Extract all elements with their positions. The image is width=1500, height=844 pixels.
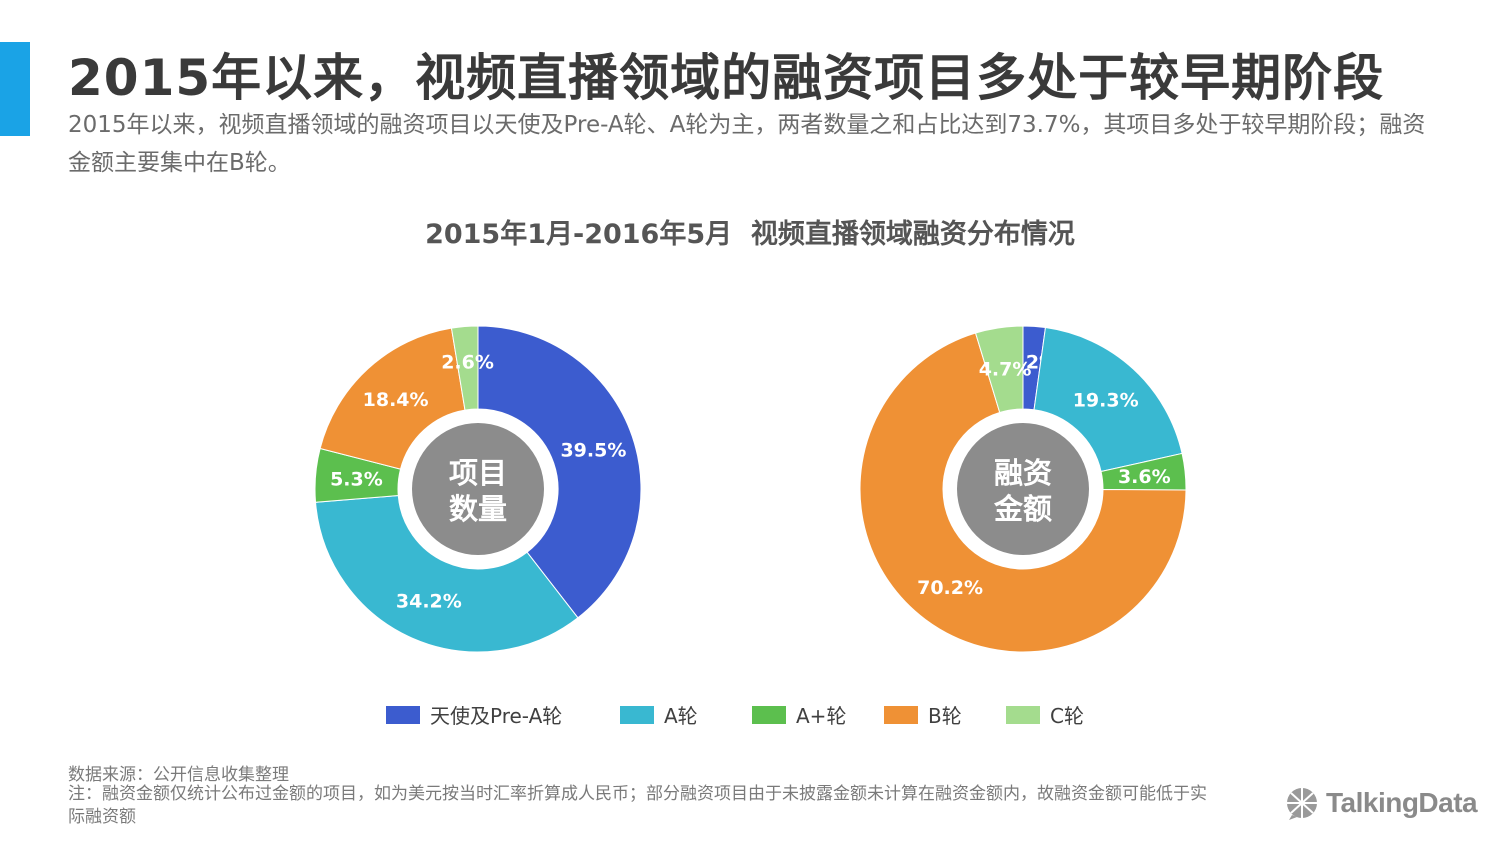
center-label-line: 数量 [449, 492, 507, 526]
center-label-line: 金额 [993, 492, 1052, 526]
legend-swatch [752, 705, 786, 724]
data-label-a-plus: 5.3% [330, 469, 383, 491]
data-label-c: 2.6% [441, 351, 494, 373]
footnote: 注：融资金额仅统计公布过金额的项目，如为美元按当时汇率折算成人民币；部分融资项目… [68, 784, 1207, 827]
brand-logo: TalkingData [1284, 785, 1478, 821]
center-label-line: 项目 [449, 456, 507, 490]
legend-swatch [884, 705, 918, 724]
data-label-a-plus: 3.6% [1118, 466, 1171, 488]
chart-legend: 天使及Pre-A轮 A轮 A+轮 B轮 C轮 [0, 700, 1500, 730]
legend-swatch [386, 705, 420, 724]
legend-label: 天使及Pre-A轮 [430, 704, 563, 728]
legend-label: C轮 [1050, 704, 1084, 728]
data-label-a: 34.2% [396, 591, 462, 613]
data-label-a: 19.3% [1073, 389, 1139, 411]
legend-item-angel: 天使及Pre-A轮 [386, 700, 562, 729]
globe-icon [1287, 788, 1317, 820]
page-subtitle: 2015年以来，视频直播领域的融资项目以天使及Pre-A轮、A轮为主，两者数量之… [68, 112, 1426, 176]
legend-label: B轮 [928, 704, 962, 728]
legend-item-b: B轮 [884, 700, 962, 729]
chart-title: 2015年1月-2016年5月 视频直播领域融资分布情况 [425, 219, 1075, 250]
legend-swatch [620, 705, 654, 724]
center-circle [412, 423, 544, 555]
center-label-line: 融资 [994, 456, 1052, 490]
legend-item-c: C轮 [1006, 700, 1084, 729]
data-label-b: 18.4% [363, 389, 429, 411]
donut-chart-funding-amount: 2.2%19.3%3.6%70.2%4.7%融资金额 [859, 325, 1187, 653]
page-title: 2015年以来，视频直播领域的融资项目多处于较早期阶段 [68, 49, 1385, 107]
legend-item-a: A轮 [620, 700, 698, 729]
brand-name: TalkingData [1326, 787, 1478, 818]
legend-label: A轮 [664, 704, 698, 728]
legend-item-a-plus: A+轮 [752, 700, 846, 729]
center-circle [957, 423, 1089, 555]
legend-label: A+轮 [796, 704, 847, 728]
data-label-c: 4.7% [979, 358, 1032, 380]
data-source: 数据来源：公开信息收集整理 [68, 765, 289, 785]
data-label-b: 70.2% [917, 577, 983, 599]
legend-swatch [1006, 705, 1040, 724]
title-accent-bar [0, 42, 30, 136]
data-label-angel: 39.5% [560, 439, 626, 461]
